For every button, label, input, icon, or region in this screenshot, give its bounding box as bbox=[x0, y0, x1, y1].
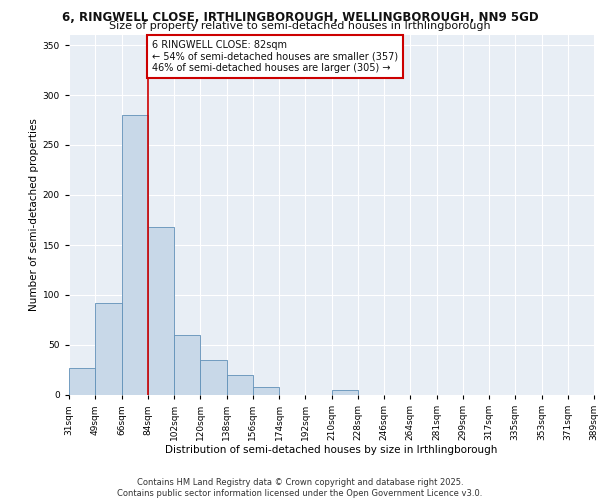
Y-axis label: Number of semi-detached properties: Number of semi-detached properties bbox=[29, 118, 38, 312]
Bar bbox=[331, 390, 358, 395]
Bar bbox=[253, 387, 279, 395]
Bar bbox=[95, 303, 121, 395]
Text: 6 RINGWELL CLOSE: 82sqm
← 54% of semi-detached houses are smaller (357)
46% of s: 6 RINGWELL CLOSE: 82sqm ← 54% of semi-de… bbox=[152, 40, 398, 73]
Bar bbox=[148, 227, 174, 395]
Text: Size of property relative to semi-detached houses in Irthlingborough: Size of property relative to semi-detach… bbox=[109, 21, 491, 31]
X-axis label: Distribution of semi-detached houses by size in Irthlingborough: Distribution of semi-detached houses by … bbox=[166, 444, 497, 454]
Text: 6, RINGWELL CLOSE, IRTHLINGBOROUGH, WELLINGBOROUGH, NN9 5GD: 6, RINGWELL CLOSE, IRTHLINGBOROUGH, WELL… bbox=[62, 11, 538, 24]
Text: Contains HM Land Registry data © Crown copyright and database right 2025.
Contai: Contains HM Land Registry data © Crown c… bbox=[118, 478, 482, 498]
Bar bbox=[121, 115, 148, 395]
Bar bbox=[200, 360, 227, 395]
Bar bbox=[174, 335, 200, 395]
Bar bbox=[69, 368, 95, 395]
Bar bbox=[227, 375, 253, 395]
